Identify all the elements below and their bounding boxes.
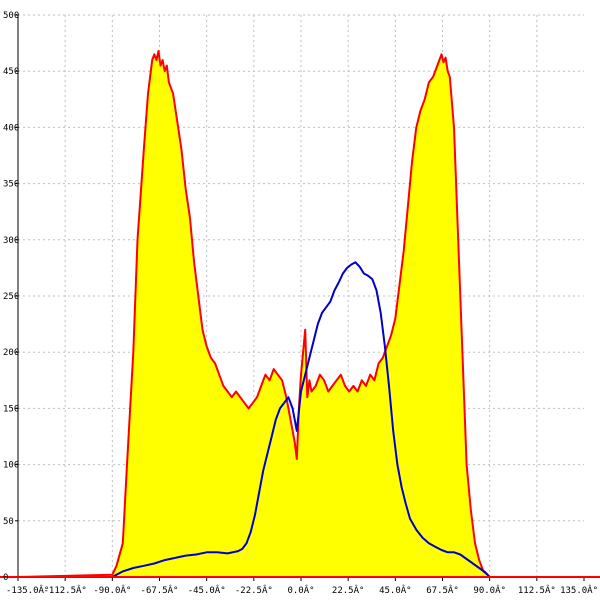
y-tick-label: 150 [3, 404, 19, 414]
x-tick-label: 45.0Â° [379, 584, 412, 596]
x-tick-label: -45.0Â° [188, 584, 226, 596]
series-1-line [17, 50, 584, 578]
x-tick-label: 67.5Â° [426, 584, 459, 596]
x-tick-label: -22.5Â° [235, 584, 273, 596]
series-1-area [18, 51, 584, 577]
x-tick-label: -135.0Â° [6, 584, 49, 596]
y-tick-label: 500 [3, 11, 19, 21]
tick-labels: -135.0Â°-112.5Â° -90.0Â° -67.5Â° -45.0Â° -22… [3, 11, 598, 596]
x-tick-label: -67.5Â° [141, 584, 179, 596]
x-tick-label: -112.5Â° [43, 584, 86, 596]
x-tick-label: 135.0Â° [560, 584, 598, 596]
x-tick-label: 0.0Â° [287, 584, 314, 596]
series-lines [17, 50, 584, 578]
y-tick-label: 300 [3, 236, 19, 246]
y-tick-label: 100 [3, 461, 19, 471]
series-2-line [111, 261, 491, 578]
x-tick-label: 112.5Â° [518, 584, 556, 596]
plot-area [18, 51, 584, 577]
y-tick-label: 200 [3, 348, 19, 358]
y-tick-label: 250 [3, 292, 19, 302]
grid [18, 14, 584, 577]
y-tick-label: 400 [3, 123, 19, 133]
y-tick-label: 450 [3, 67, 19, 77]
y-tick-label: 0 [3, 573, 8, 583]
y-tick-label: 350 [3, 180, 19, 190]
x-tick-label: -90.0Â° [93, 584, 131, 596]
x-tick-label: 90.0Â° [473, 584, 506, 596]
y-tick-label: 50 [3, 517, 14, 527]
x-tick-label: 22.5Â° [332, 584, 365, 596]
axes [0, 14, 600, 581]
